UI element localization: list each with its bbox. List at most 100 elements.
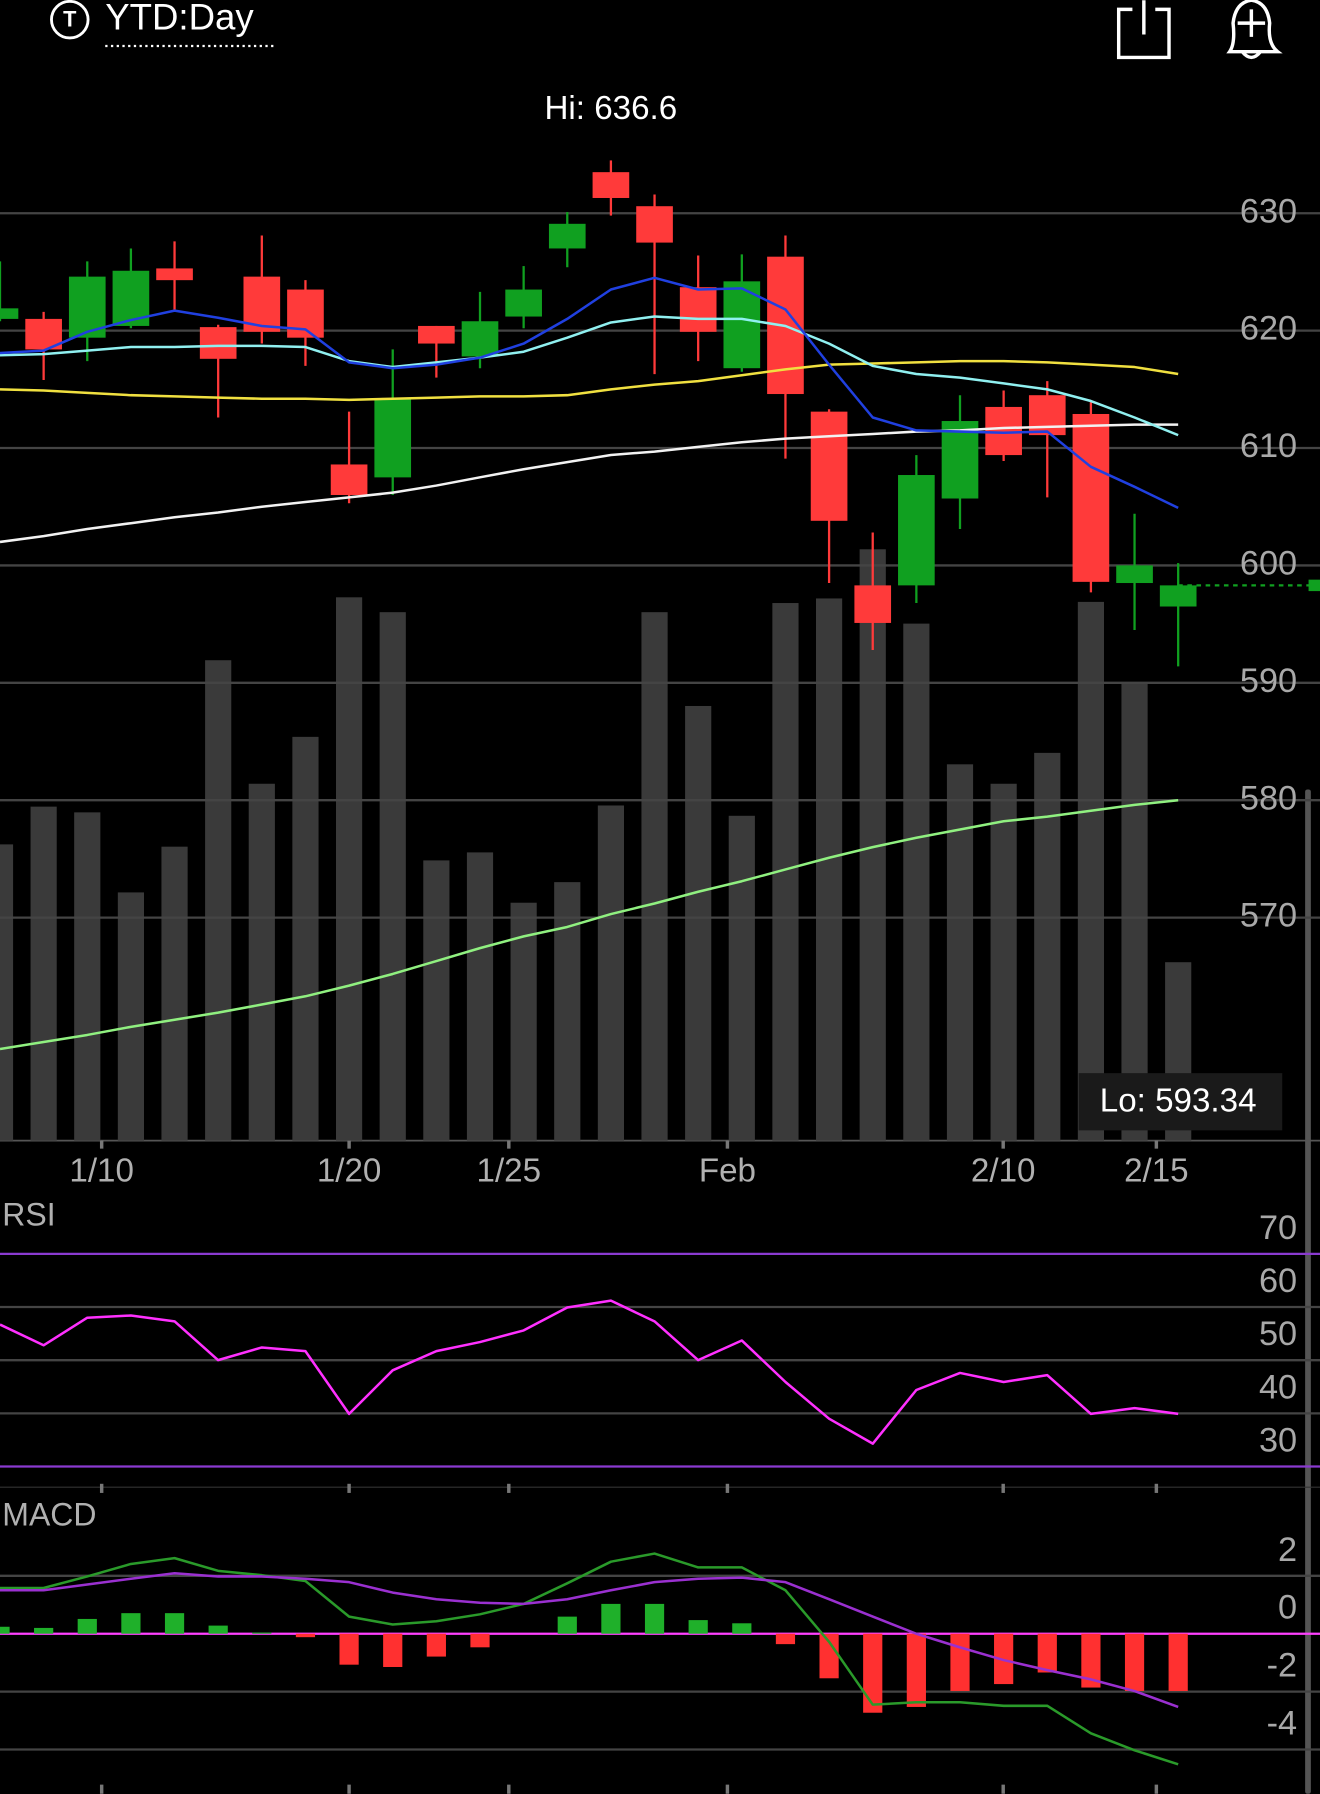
volume-bar bbox=[466, 852, 494, 1141]
candle-body bbox=[505, 289, 542, 317]
y-tick-label: 590 bbox=[1240, 662, 1297, 700]
candle-body bbox=[418, 325, 455, 344]
candle-body bbox=[1116, 565, 1153, 584]
indicator-line bbox=[0, 276, 1179, 509]
high-annotation: Hi: 636.6 bbox=[544, 90, 677, 127]
indicator-line bbox=[0, 423, 1179, 544]
histogram-bar bbox=[601, 1603, 621, 1634]
volume-bar bbox=[423, 860, 450, 1141]
histogram-bar bbox=[208, 1625, 228, 1634]
candle-body bbox=[1159, 585, 1197, 607]
volume-bar bbox=[161, 846, 188, 1141]
header: T YTD:Day bbox=[50, 0, 1283, 60]
volume-bar bbox=[336, 597, 363, 1141]
low-annotation-box bbox=[1078, 1073, 1283, 1131]
volume-bar bbox=[641, 612, 668, 1141]
x-tick-label: 2/15 bbox=[1124, 1152, 1189, 1189]
indicator-line bbox=[0, 359, 1179, 402]
volume-bar bbox=[510, 902, 537, 1141]
histogram-bar bbox=[34, 1627, 54, 1634]
volume-bar bbox=[1121, 683, 1148, 1141]
y-tick-label: 630 bbox=[1240, 192, 1297, 230]
volume-bar bbox=[0, 844, 14, 1141]
volume-bar bbox=[117, 892, 144, 1141]
y-tick-label: 50 bbox=[1259, 1315, 1297, 1353]
histogram-bar bbox=[1081, 1633, 1101, 1688]
volume-bar bbox=[1077, 601, 1104, 1141]
y-tick-label: 610 bbox=[1240, 427, 1297, 465]
candle-body bbox=[810, 411, 848, 521]
candle-body bbox=[1072, 413, 1110, 582]
histogram-bar bbox=[470, 1633, 490, 1648]
volume-bar bbox=[816, 598, 843, 1141]
x-tick-label: 2/10 bbox=[971, 1152, 1036, 1189]
ticker-icon-label: T bbox=[63, 7, 77, 32]
y-tick-label: 600 bbox=[1240, 544, 1297, 582]
histogram-bar bbox=[775, 1633, 796, 1645]
candle-body bbox=[679, 287, 717, 332]
y-tick-label: 0 bbox=[1278, 1589, 1297, 1627]
volume-bar bbox=[205, 660, 232, 1141]
volume-bar bbox=[379, 612, 406, 1141]
volume-bar bbox=[554, 882, 581, 1141]
y-tick-label: 2 bbox=[1278, 1531, 1297, 1569]
x-tick-label: 1/25 bbox=[477, 1152, 542, 1189]
candle-body bbox=[548, 223, 586, 249]
ticker-icon[interactable] bbox=[50, 0, 90, 40]
candle-body bbox=[0, 308, 19, 319]
candle-body bbox=[1028, 395, 1066, 436]
volume-bar bbox=[728, 815, 755, 1141]
panel-title: MACD bbox=[2, 1496, 96, 1532]
histogram-bar bbox=[688, 1620, 708, 1634]
x-tick-label: 1/10 bbox=[69, 1152, 134, 1189]
indicator-line bbox=[0, 1552, 1179, 1766]
volume-bar bbox=[685, 705, 712, 1141]
candle-body bbox=[636, 206, 673, 243]
histogram-bar bbox=[950, 1633, 970, 1692]
volume-bar bbox=[597, 805, 624, 1141]
volume-bar bbox=[903, 623, 930, 1141]
candle-body bbox=[941, 421, 979, 499]
y-tick-label: 60 bbox=[1259, 1262, 1297, 1300]
candle-body bbox=[156, 268, 193, 281]
candle-body bbox=[330, 464, 368, 495]
histogram-bar bbox=[77, 1618, 97, 1634]
candle-body bbox=[461, 321, 499, 357]
volume-bar bbox=[990, 783, 1017, 1141]
histogram-bar bbox=[863, 1633, 883, 1713]
histogram-bar bbox=[819, 1633, 839, 1679]
histogram-bar bbox=[1124, 1633, 1145, 1692]
histogram-bar bbox=[339, 1633, 359, 1665]
histogram-bar bbox=[121, 1613, 141, 1634]
share-button[interactable] bbox=[1116, 0, 1171, 60]
candle-body bbox=[985, 406, 1022, 456]
panel-title: RSI bbox=[2, 1197, 55, 1233]
low-annotation: Lo: 593.34 bbox=[1100, 1083, 1257, 1120]
histogram-bar bbox=[1037, 1633, 1057, 1673]
y-tick-label: 30 bbox=[1259, 1422, 1297, 1460]
y-tick-label: 40 bbox=[1259, 1368, 1297, 1406]
candle-body bbox=[199, 327, 237, 359]
volume-bar bbox=[248, 783, 275, 1141]
alert-button[interactable] bbox=[1226, 0, 1283, 60]
y-tick-label: 70 bbox=[1259, 1209, 1297, 1247]
histogram-bar bbox=[906, 1633, 926, 1707]
volume-bar bbox=[946, 764, 974, 1141]
y-tick-label: 580 bbox=[1240, 779, 1297, 817]
y-tick-label: -2 bbox=[1267, 1647, 1298, 1685]
candle-body bbox=[854, 585, 892, 623]
histogram-bar bbox=[164, 1613, 185, 1634]
volume-bar bbox=[292, 736, 319, 1141]
period-selector[interactable]: YTD:Day bbox=[105, 0, 254, 37]
candle-body bbox=[374, 398, 412, 478]
histogram-bar bbox=[732, 1623, 752, 1634]
histogram-bar bbox=[252, 1632, 272, 1634]
y-tick-label: 620 bbox=[1240, 310, 1297, 348]
x-tick-label: 1/20 bbox=[317, 1152, 382, 1189]
histogram-bar bbox=[644, 1603, 665, 1634]
x-tick-label: Feb bbox=[699, 1152, 756, 1189]
histogram-bar bbox=[557, 1616, 577, 1634]
indicator-line bbox=[0, 798, 1179, 1051]
